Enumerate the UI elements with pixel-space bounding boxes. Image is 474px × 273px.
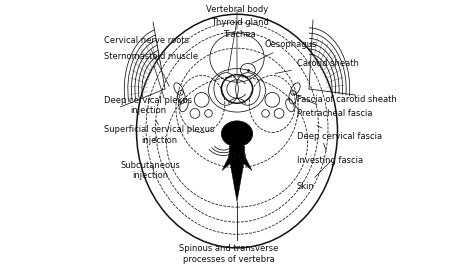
Polygon shape: [222, 146, 252, 202]
Text: Superficial cervical plexus
injection: Superficial cervical plexus injection: [104, 125, 214, 145]
Text: Subcutaneous
injection: Subcutaneous injection: [120, 161, 180, 180]
Text: Deep cervical plexus
injection: Deep cervical plexus injection: [104, 96, 192, 124]
Text: Cervical nerve roots: Cervical nerve roots: [104, 35, 189, 87]
Text: Spinous and transverse
processes of vertebra: Spinous and transverse processes of vert…: [179, 244, 279, 264]
Text: Carotid sheath: Carotid sheath: [275, 59, 359, 73]
Text: Investing fascia: Investing fascia: [297, 143, 363, 165]
Text: Deep cervical fascia: Deep cervical fascia: [297, 126, 382, 141]
Text: Fascia of carotid sheath: Fascia of carotid sheath: [287, 95, 397, 104]
Text: Pretracheal fascia: Pretracheal fascia: [292, 93, 372, 118]
Text: Trachea: Trachea: [223, 30, 256, 39]
Ellipse shape: [221, 121, 253, 147]
Text: Sternomastoid muscle: Sternomastoid muscle: [104, 52, 198, 99]
Text: Oesophagus: Oesophagus: [252, 40, 317, 63]
Text: Thyroid gland: Thyroid gland: [211, 18, 269, 27]
Text: Skin: Skin: [297, 160, 331, 191]
Text: Vertebral body: Vertebral body: [206, 5, 268, 14]
